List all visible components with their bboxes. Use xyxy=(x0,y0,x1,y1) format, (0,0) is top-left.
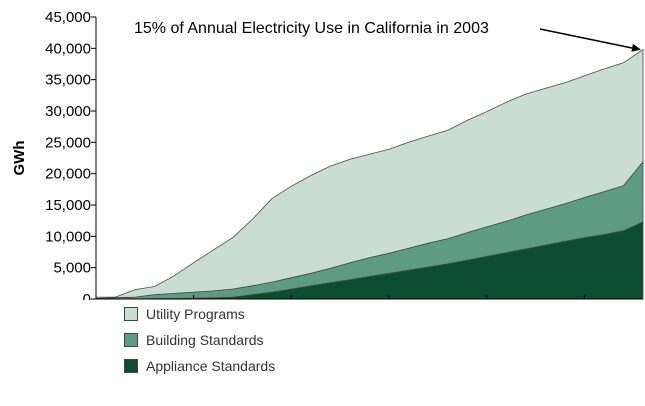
annotation: 15% of Annual Electricity Use in Califor… xyxy=(134,20,641,52)
y-tick-label: 10,000 xyxy=(45,228,91,245)
legend-label-utility-programs: Utility Programs xyxy=(146,306,245,322)
axes xyxy=(95,17,643,300)
y-tick-label: 40,000 xyxy=(45,40,91,57)
legend-swatch-building-standards xyxy=(124,333,138,347)
y-tick-label: 20,000 xyxy=(45,166,91,183)
y-tick-label: 30,000 xyxy=(45,103,91,120)
y-tick-label: 35,000 xyxy=(45,72,91,89)
annotation-arrow xyxy=(539,28,636,50)
stacked-areas xyxy=(95,48,644,300)
legend-item-building-standards: Building Standards xyxy=(124,328,275,352)
legend: Utility Programs Building Standards Appl… xyxy=(124,302,275,380)
y-tick-label: 45,000 xyxy=(45,9,91,26)
area-utility-programs xyxy=(95,48,644,299)
x-axis-ticks: 197519801985199019952000 xyxy=(95,295,585,299)
legend-label-building-standards: Building Standards xyxy=(146,332,264,348)
annotation-arrowhead xyxy=(631,43,641,52)
legend-label-appliance-standards: Appliance Standards xyxy=(146,358,276,374)
y-tick-label: 15,000 xyxy=(45,197,91,214)
electricity-savings-chart: 0 5,000 10,000 15,000 20,000 25,000 30,000 35,0… xyxy=(11,9,644,300)
legend-item-appliance-standards: Appliance Standards xyxy=(124,354,275,378)
y-tick-label: 0 xyxy=(83,291,91,300)
y-tick-label: 25,000 xyxy=(45,134,91,151)
legend-item-utility-programs: Utility Programs xyxy=(124,302,275,326)
legend-swatch-appliance-standards xyxy=(124,359,138,373)
y-axis-label: GWh xyxy=(11,141,28,176)
legend-swatch-utility-programs xyxy=(124,307,138,321)
y-axis-ticks: 0 5,000 10,000 15,000 20,000 25,000 30,000 35,0… xyxy=(45,9,96,300)
y-tick-label: 5,000 xyxy=(53,260,91,277)
annotation-text: 15% of Annual Electricity Use in Califor… xyxy=(134,20,489,37)
